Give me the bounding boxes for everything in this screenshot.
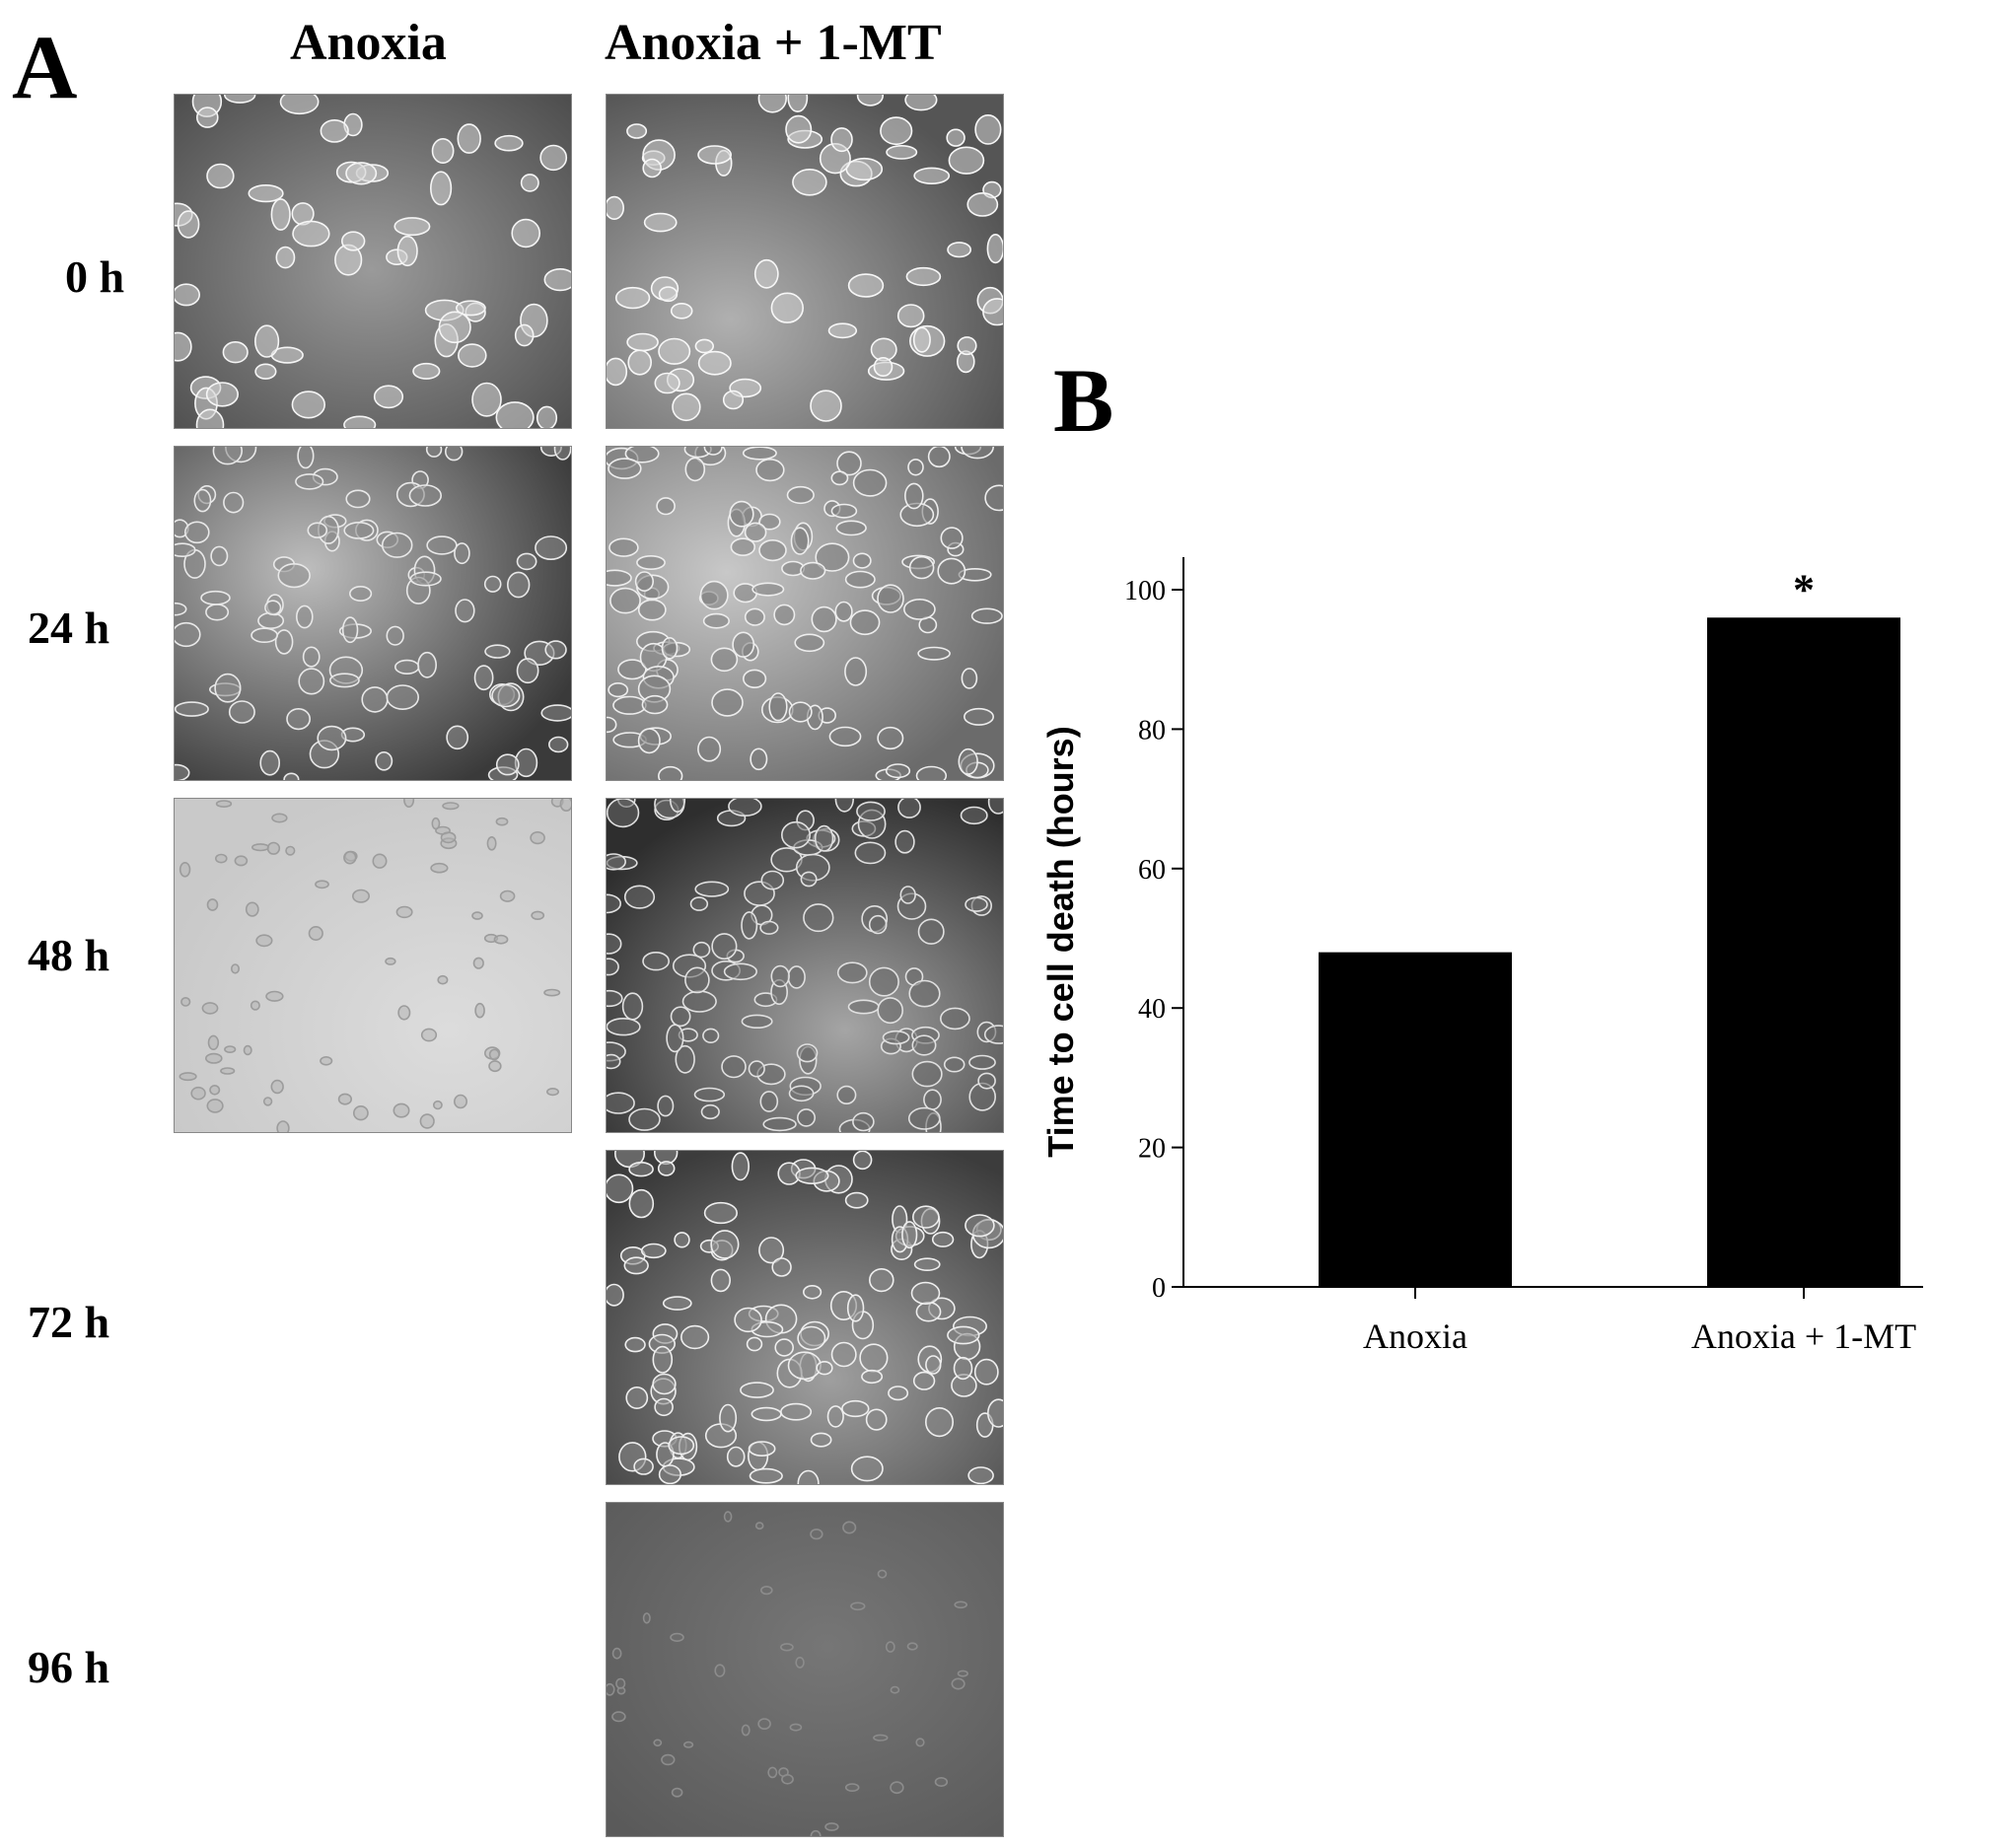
row-label-0h: 0 h: [65, 251, 125, 302]
row-label-96h: 96 h: [28, 1642, 110, 1692]
micrograph-anoxia-1mt-72h: [606, 1150, 1004, 1485]
panel-b-letter: B: [1053, 350, 1114, 451]
y-tick-label: 40: [1138, 994, 1166, 1025]
bar-chart: 0 20 40 60 80 100 Anoxia Anoxia + 1-MT * Time to …: [1040, 557, 1923, 1356]
micrograph-anoxia-1mt-96h: [606, 1502, 1004, 1837]
y-tick-label: 0: [1152, 1273, 1166, 1304]
y-tick-label: 20: [1138, 1134, 1166, 1165]
row-label-24h: 24 h: [28, 603, 110, 653]
micrograph-anoxia-48h: [174, 798, 572, 1133]
micrograph-anoxia-1mt-24h: [606, 446, 1004, 781]
row-label-72h: 72 h: [28, 1297, 110, 1347]
micrograph-anoxia-0h: [174, 94, 572, 429]
column-header-anoxia-1mt: Anoxia + 1-MT: [605, 15, 942, 71]
column-header-anoxia: Anoxia: [290, 15, 447, 71]
significance-annotation: *: [1793, 565, 1815, 613]
micrograph-anoxia-1mt-0h: [606, 94, 1004, 429]
micrograph-anoxia-1mt-48h: [606, 798, 1004, 1133]
panel-a-letter: A: [12, 17, 78, 117]
row-label-48h: 48 h: [28, 930, 110, 980]
bar-anoxia-1-mt: [1707, 617, 1900, 1287]
y-axis-label: Time to cell death (hours): [1040, 726, 1081, 1157]
x-tick-label: Anoxia + 1-MT: [1691, 1316, 1916, 1356]
y-tick-label: 60: [1138, 855, 1166, 886]
y-tick-label: 80: [1138, 715, 1166, 746]
micrograph-anoxia-24h: [174, 446, 572, 781]
bar-anoxia: [1319, 952, 1512, 1287]
x-tick-label: Anoxia: [1363, 1316, 1467, 1356]
y-tick-label: 100: [1124, 576, 1166, 606]
